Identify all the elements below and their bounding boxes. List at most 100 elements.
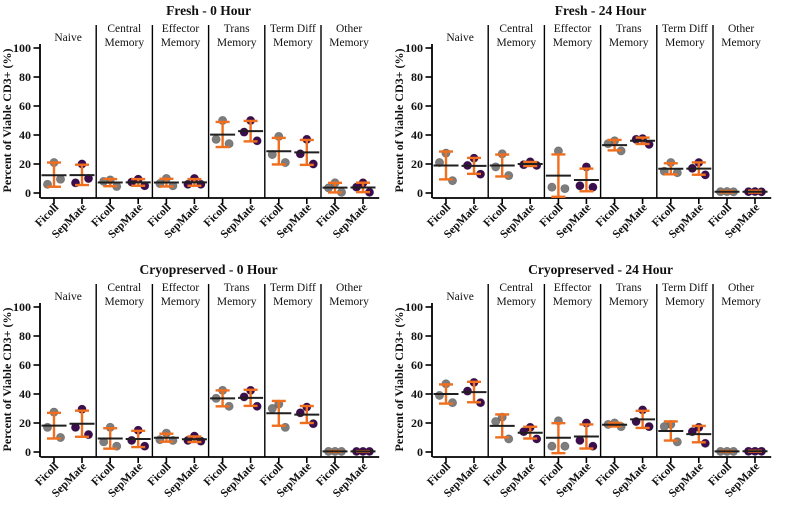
category-label: Other bbox=[728, 282, 754, 294]
y-tick-label: 20 bbox=[411, 416, 423, 430]
category-label: Term Diff bbox=[270, 282, 316, 294]
data-point-ficoll bbox=[547, 182, 557, 192]
data-point-sepmate bbox=[239, 392, 249, 402]
y-tick-label: 60 bbox=[411, 99, 423, 113]
y-tick-label: 40 bbox=[411, 128, 423, 142]
category-label: Memory bbox=[104, 296, 144, 308]
y-tick-label: 100 bbox=[405, 300, 423, 314]
data-point-sepmate bbox=[462, 386, 473, 396]
data-point-ficoll bbox=[491, 417, 501, 427]
data-point-ficoll bbox=[267, 403, 277, 414]
category-label: Central bbox=[107, 23, 141, 35]
category-label: Central bbox=[499, 23, 533, 35]
category-label: Memory bbox=[496, 37, 536, 49]
y-tick-label: 0 bbox=[25, 186, 31, 200]
category-label: Memory bbox=[496, 296, 536, 308]
data-point-sepmate bbox=[127, 435, 137, 445]
category-label: Memory bbox=[665, 37, 705, 49]
category-label: Effector bbox=[554, 23, 592, 35]
category-label: Effector bbox=[554, 282, 592, 294]
y-tick-label: 100 bbox=[13, 300, 31, 314]
panel-title: Fresh - 24 Hour bbox=[555, 3, 647, 18]
data-point-sepmate bbox=[519, 427, 529, 437]
y-tick-label: 20 bbox=[411, 157, 423, 171]
category-label: Effector bbox=[162, 282, 200, 294]
y-axis-label: Percent of Viable CD3+ (%) bbox=[0, 49, 14, 193]
data-point-ficoll bbox=[560, 184, 570, 194]
y-tick-label: 20 bbox=[19, 157, 31, 171]
y-tick-label: 0 bbox=[417, 445, 423, 459]
data-point-ficoll bbox=[280, 422, 290, 432]
data-point-ficoll bbox=[434, 390, 445, 400]
category-label: Trans bbox=[616, 23, 642, 35]
data-point-ficoll bbox=[42, 422, 53, 432]
data-point-sepmate bbox=[644, 422, 654, 432]
y-tick-label: 40 bbox=[19, 387, 31, 401]
y-tick-label: 80 bbox=[19, 70, 31, 84]
data-point-ficoll bbox=[672, 437, 682, 447]
data-point-ficoll bbox=[491, 162, 501, 172]
category-label: Memory bbox=[161, 296, 201, 308]
panel-cryopreserved-24-hour: Cryopreserved - 24 Hour Percent of Viable… bbox=[392, 259, 785, 518]
category-label: Naive bbox=[446, 32, 473, 44]
y-tick-label: 60 bbox=[19, 99, 31, 113]
category-label: Memory bbox=[161, 37, 201, 49]
panel-fresh-0-hour: Fresh - 0 Hour Percent of Viable CD3+ (%)… bbox=[0, 0, 392, 259]
category-label: Memory bbox=[217, 296, 257, 308]
data-point-sepmate bbox=[575, 181, 585, 191]
data-point-ficoll bbox=[659, 422, 669, 432]
y-tick-label: 80 bbox=[19, 329, 31, 343]
data-point-sepmate bbox=[295, 149, 305, 159]
data-point-ficoll bbox=[560, 441, 570, 451]
category-label: Memory bbox=[104, 37, 144, 49]
category-label: Effector bbox=[162, 23, 200, 35]
y-tick-label: 100 bbox=[405, 41, 423, 55]
data-point-ficoll bbox=[447, 176, 458, 186]
data-point-ficoll bbox=[211, 134, 221, 144]
category-label: Memory bbox=[553, 37, 593, 49]
panel-fresh-24-hour: Fresh - 24 Hour Percent of Viable CD3+ (%… bbox=[392, 0, 785, 259]
category-label: Memory bbox=[217, 37, 257, 49]
category-label: Memory bbox=[273, 37, 313, 49]
y-tick-label: 80 bbox=[411, 329, 423, 343]
category-label: Trans bbox=[224, 282, 250, 294]
y-axis-label: Percent of Viable CD3+ (%) bbox=[392, 308, 406, 452]
category-label: Memory bbox=[609, 37, 649, 49]
y-tick-label: 0 bbox=[417, 186, 423, 200]
category-label: Other bbox=[728, 23, 754, 35]
category-label: Memory bbox=[609, 296, 649, 308]
data-point-ficoll bbox=[547, 441, 557, 451]
category-label: Memory bbox=[329, 296, 369, 308]
category-label: Naive bbox=[446, 291, 473, 303]
y-tick-label: 100 bbox=[13, 41, 31, 55]
data-point-sepmate bbox=[183, 179, 193, 189]
category-label: Other bbox=[336, 23, 362, 35]
data-point-sepmate bbox=[295, 408, 305, 418]
category-label: Central bbox=[499, 282, 533, 294]
category-label: Memory bbox=[553, 296, 593, 308]
y-tick-label: 20 bbox=[19, 416, 31, 430]
data-point-sepmate bbox=[196, 179, 206, 189]
panel-cryopreserved-0-hour: Cryopreserved - 0 Hour Percent of Viable … bbox=[0, 259, 392, 518]
y-tick-label: 60 bbox=[19, 358, 31, 372]
data-point-ficoll bbox=[504, 434, 514, 444]
y-tick-label: 40 bbox=[411, 387, 423, 401]
y-axis-label: Percent of Viable CD3+ (%) bbox=[392, 49, 406, 193]
category-label: Other bbox=[336, 282, 362, 294]
category-label: Memory bbox=[329, 37, 369, 49]
category-label: Term Diff bbox=[662, 23, 708, 35]
panel-title: Cryopreserved - 0 Hour bbox=[140, 262, 278, 277]
category-label: Memory bbox=[665, 296, 705, 308]
y-tick-label: 0 bbox=[25, 445, 31, 459]
category-label: Memory bbox=[273, 296, 313, 308]
y-tick-label: 60 bbox=[411, 358, 423, 372]
category-label: Trans bbox=[616, 282, 642, 294]
category-label: Memory bbox=[721, 296, 761, 308]
panel-title: Cryopreserved - 24 Hour bbox=[528, 262, 673, 277]
y-axis-label: Percent of Viable CD3+ (%) bbox=[0, 308, 14, 452]
category-label: Central bbox=[107, 282, 141, 294]
y-tick-label: 80 bbox=[411, 70, 423, 84]
category-label: Term Diff bbox=[662, 282, 708, 294]
category-label: Naive bbox=[54, 291, 81, 303]
